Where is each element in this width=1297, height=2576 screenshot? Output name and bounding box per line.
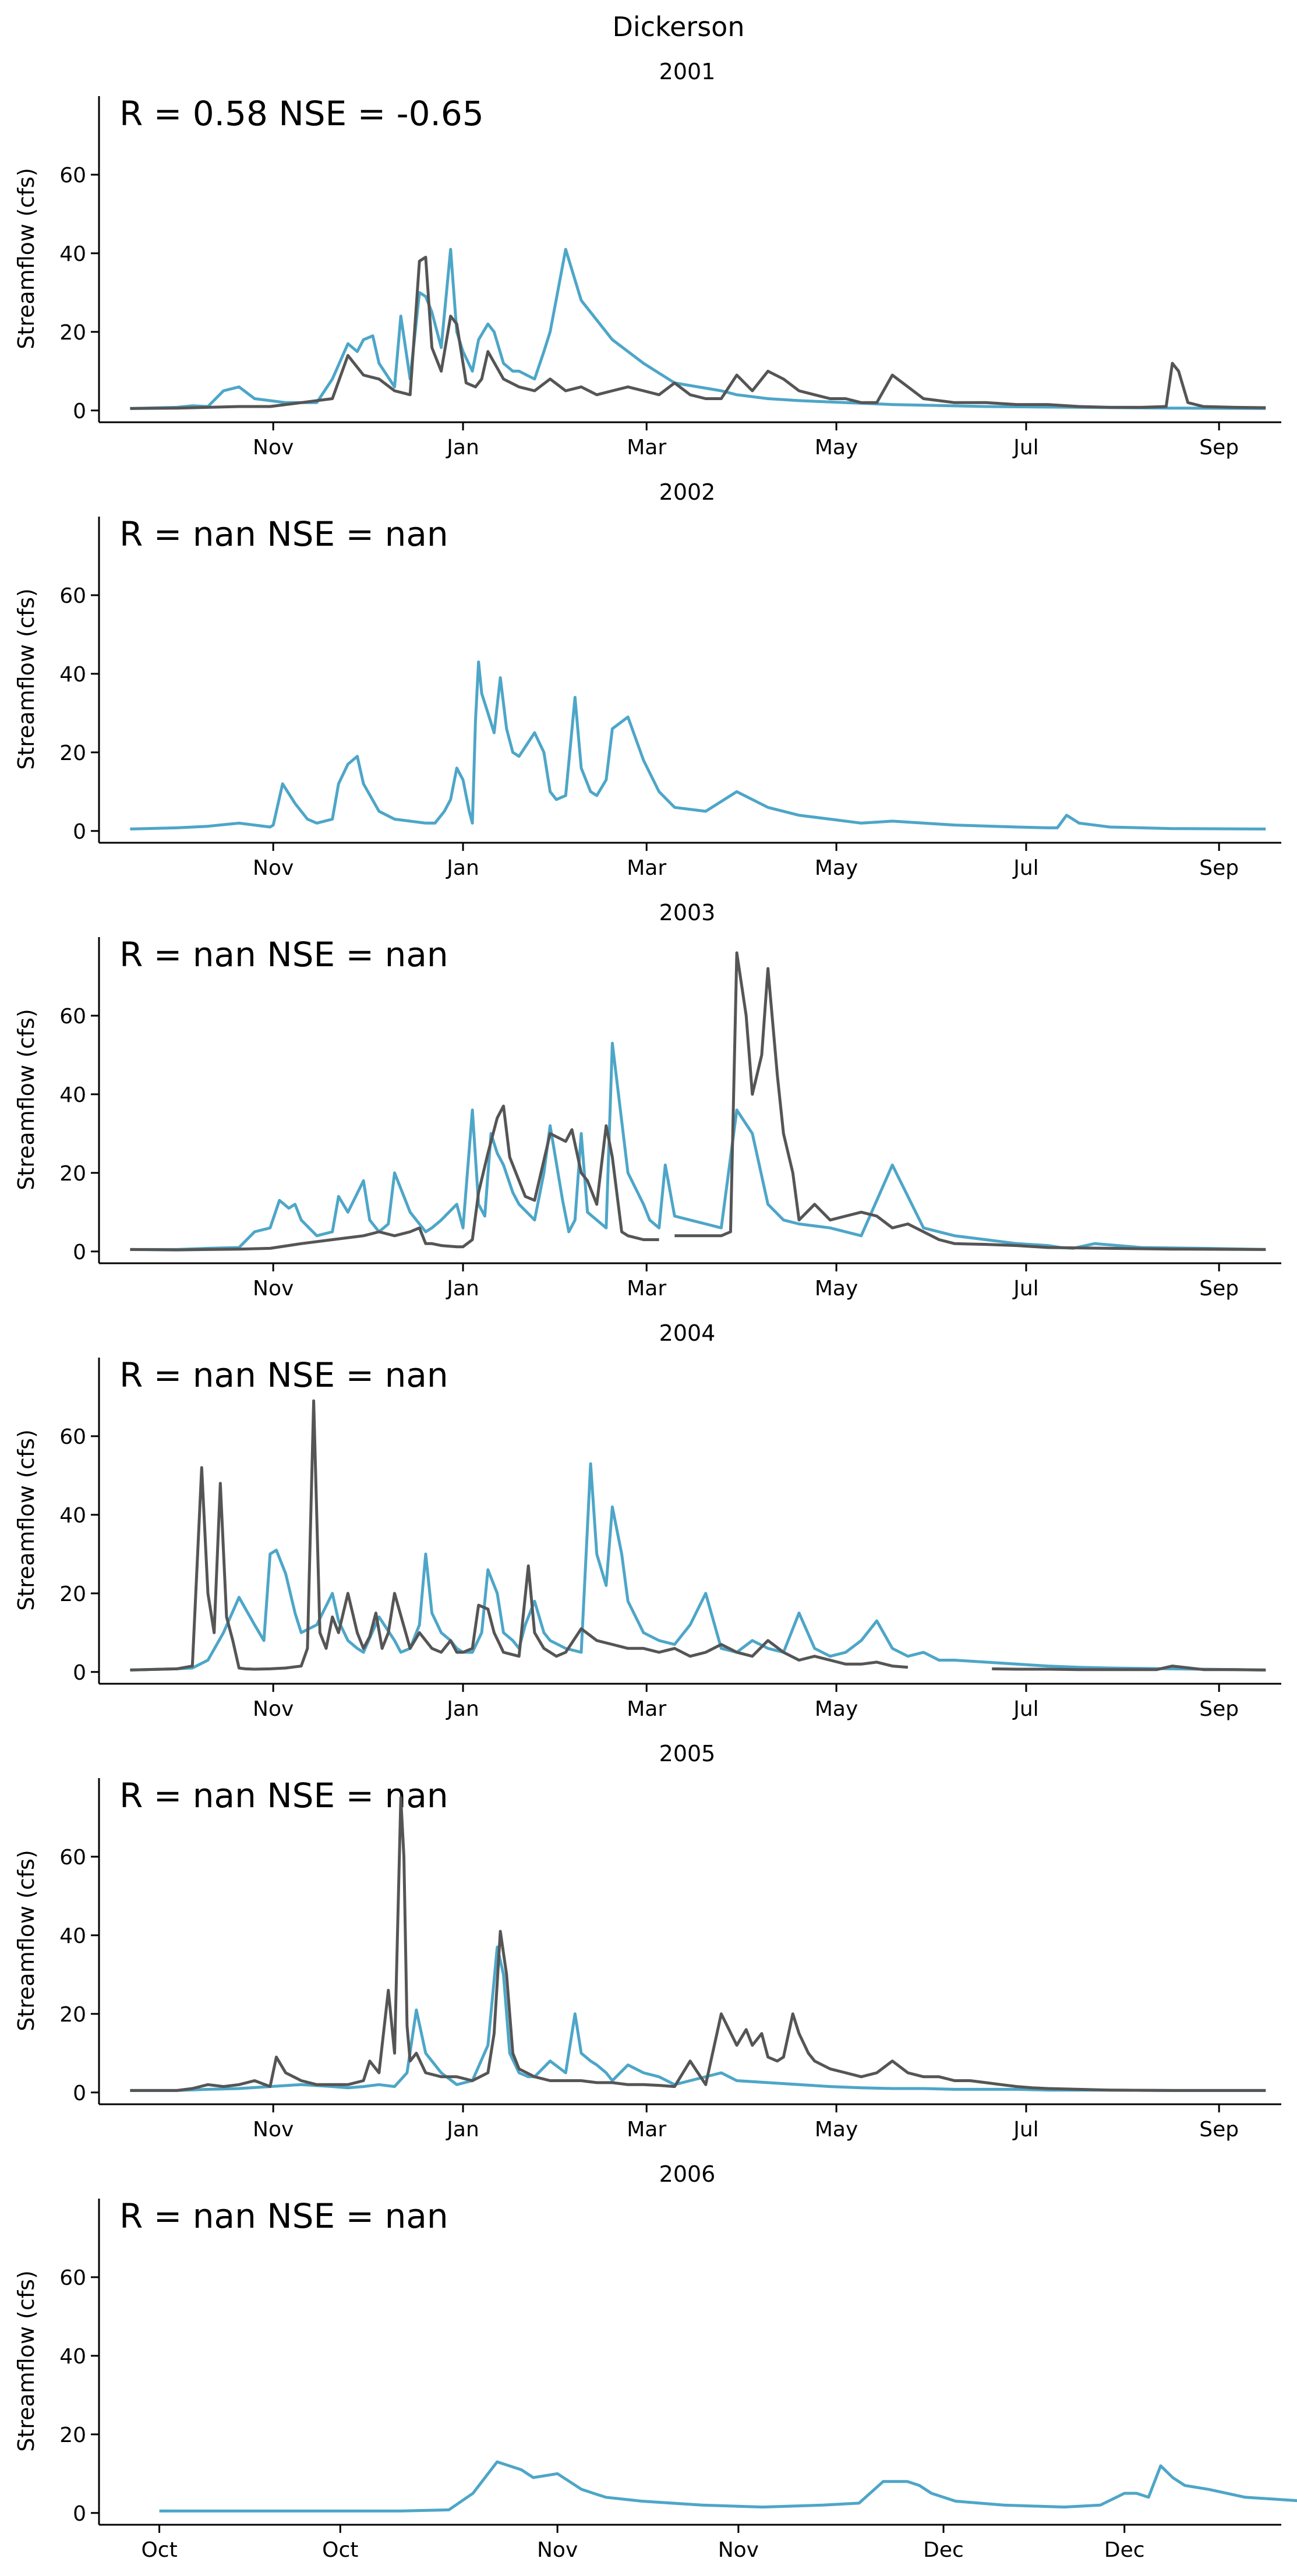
y-tick-label: 40 — [59, 242, 86, 266]
x-tick-label: Jan — [446, 1277, 479, 1301]
x-tick-label: Jan — [446, 2118, 479, 2142]
x-tick-label: Mar — [627, 856, 666, 880]
y-tick-label: 60 — [59, 584, 86, 608]
y-tick-label: 0 — [73, 2502, 86, 2526]
x-tick-label: May — [815, 2118, 858, 2142]
x-tick-label: Jul — [1012, 1277, 1038, 1301]
x-tick-label: Nov — [253, 1697, 294, 1721]
series-line-0 — [130, 660, 1266, 831]
x-tick-label: May — [815, 436, 858, 460]
y-tick-label: 60 — [59, 1846, 86, 1870]
x-tick-label: Sep — [1199, 1277, 1239, 1301]
x-tick-label: Jan — [446, 436, 479, 460]
y-tick-label: 40 — [59, 663, 86, 687]
y-tick-label: 0 — [73, 2082, 86, 2105]
x-tick-label: Nov — [537, 2538, 578, 2562]
y-tick-label: 60 — [59, 1425, 86, 1449]
x-tick-label: Sep — [1199, 1697, 1239, 1721]
panel-2004: 2004 R = nan NSE = nan Streamflow (cfs) … — [13, 1320, 1281, 1721]
y-tick-label: 20 — [59, 741, 86, 765]
panel-2003: 2003 R = nan NSE = nan Streamflow (cfs) … — [13, 900, 1281, 1301]
y-tick-label: 0 — [73, 1241, 86, 1264]
y-tick-label: 20 — [59, 1162, 86, 1186]
x-tick-label: Nov — [253, 1277, 294, 1301]
x-tick-label: Jul — [1012, 856, 1038, 880]
x-tick-label: Mar — [627, 1697, 666, 1721]
r-nse-annotation: R = nan NSE = nan — [119, 1776, 448, 1815]
x-tick-label: Sep — [1199, 2118, 1239, 2142]
y-axis-label: Streamflow (cfs) — [13, 1850, 39, 2031]
x-tick-label: Nov — [253, 856, 294, 880]
series-line-0 — [130, 1462, 1266, 1672]
y-tick-label: 60 — [59, 1005, 86, 1029]
y-tick-label: 20 — [59, 2003, 86, 2027]
y-tick-label: 40 — [59, 1083, 86, 1107]
x-tick-label: May — [815, 1697, 858, 1721]
x-tick-label: Sep — [1199, 856, 1239, 880]
x-tick-label: May — [815, 856, 858, 880]
x-tick-label: Jul — [1012, 436, 1038, 460]
y-tick-label: 20 — [59, 321, 86, 345]
panel-title: 2005 — [659, 1741, 716, 1766]
x-tick-label: Dec — [1104, 2538, 1145, 2562]
r-nse-annotation: R = nan NSE = nan — [119, 935, 448, 974]
series-line-1 — [130, 256, 1266, 410]
r-nse-annotation: R = nan NSE = nan — [119, 1355, 448, 1395]
x-tick-label: Oct — [322, 2538, 358, 2562]
y-tick-label: 0 — [73, 400, 86, 423]
series-line-0 — [159, 2460, 1297, 2513]
panel-title: 2003 — [659, 900, 716, 925]
series-line-0 — [130, 1041, 1266, 1251]
y-tick-label: 20 — [59, 1582, 86, 1606]
series-line-0 — [130, 1945, 1266, 2092]
x-tick-label: Nov — [718, 2538, 759, 2562]
x-tick-label: Jan — [446, 856, 479, 880]
x-tick-label: Nov — [253, 436, 294, 460]
series-line-2 — [992, 1665, 1266, 1672]
x-tick-label: Mar — [627, 436, 666, 460]
series-line-2 — [674, 951, 1266, 1251]
y-tick-label: 60 — [59, 2266, 86, 2290]
y-tick-label: 20 — [59, 2423, 86, 2447]
panel-title: 2006 — [659, 2161, 716, 2187]
series-line-0 — [130, 248, 1266, 410]
x-tick-label: Jan — [446, 1697, 479, 1721]
panel-2001: 2001 R = 0.58 NSE = -0.65 Streamflow (cf… — [13, 59, 1281, 460]
y-axis-label: Streamflow (cfs) — [13, 588, 39, 770]
x-tick-label: Sep — [1199, 436, 1239, 460]
panel-2006: 2006 R = nan NSE = nan Streamflow (cfs) … — [13, 2161, 1297, 2562]
panel-2005: 2005 R = nan NSE = nan Streamflow (cfs) … — [13, 1741, 1281, 2142]
y-axis-label: Streamflow (cfs) — [13, 1009, 39, 1190]
y-tick-label: 0 — [73, 1661, 86, 1685]
y-tick-label: 40 — [59, 2345, 86, 2369]
r-nse-annotation: R = 0.58 NSE = -0.65 — [119, 94, 484, 133]
figure-suptitle: Dickerson — [613, 11, 745, 43]
x-tick-label: Jul — [1012, 2118, 1038, 2142]
y-tick-label: 40 — [59, 1924, 86, 1948]
y-tick-label: 40 — [59, 1504, 86, 1528]
r-nse-annotation: R = nan NSE = nan — [119, 2196, 448, 2236]
x-tick-label: May — [815, 1277, 858, 1301]
y-tick-label: 60 — [59, 164, 86, 188]
x-tick-label: Mar — [627, 2118, 666, 2142]
panel-title: 2004 — [659, 1320, 716, 1346]
series-line-1 — [130, 1399, 909, 1672]
y-axis-label: Streamflow (cfs) — [13, 2270, 39, 2452]
panel-title: 2001 — [659, 59, 716, 84]
panel-2002: 2002 R = nan NSE = nan Streamflow (cfs) … — [13, 479, 1281, 880]
x-tick-label: Nov — [253, 2118, 294, 2142]
y-axis-label: Streamflow (cfs) — [13, 168, 39, 349]
series-line-1 — [130, 1104, 659, 1252]
x-tick-label: Oct — [141, 2538, 177, 2562]
y-tick-label: 0 — [73, 820, 86, 844]
r-nse-annotation: R = nan NSE = nan — [119, 514, 448, 554]
series-line-1 — [130, 1796, 1266, 2092]
panel-title: 2002 — [659, 479, 716, 505]
x-tick-label: Mar — [627, 1277, 666, 1301]
y-axis-label: Streamflow (cfs) — [13, 1429, 39, 1611]
x-tick-label: Dec — [923, 2538, 964, 2562]
x-tick-label: Jul — [1012, 1697, 1038, 1721]
